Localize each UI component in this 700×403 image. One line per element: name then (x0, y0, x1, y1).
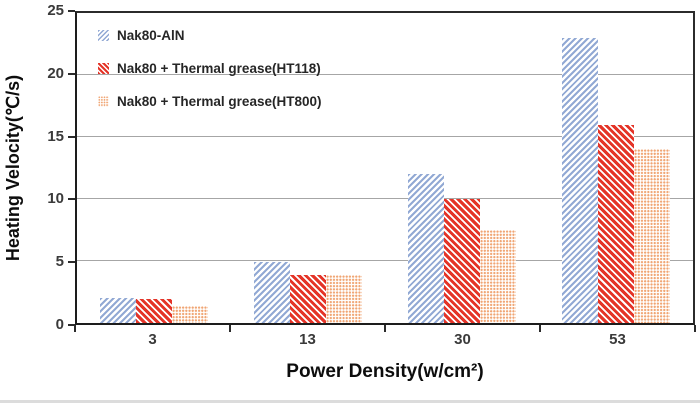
bar (562, 37, 598, 323)
bar-group (385, 13, 539, 323)
legend-swatch (98, 30, 109, 41)
y-tick-label: 10 (47, 190, 64, 208)
y-tick-label: 15 (47, 127, 64, 145)
legend-swatch (98, 96, 109, 107)
y-tick-mark (68, 10, 75, 12)
legend-row: Nak80 + Thermal grease(HT118) (98, 52, 321, 85)
x-category-label: 13 (299, 331, 316, 348)
bar (408, 174, 444, 323)
y-tick-label: 25 (47, 2, 64, 19)
y-tick-label: 20 (47, 64, 64, 82)
bar-group (231, 13, 385, 323)
legend-label: Nak80-AlN (117, 28, 185, 43)
legend-swatch (98, 63, 109, 74)
y-tick-mark (68, 324, 75, 326)
y-tick-mark (68, 261, 75, 264)
y-tick-mark (68, 72, 75, 75)
x-tick-mark (694, 325, 696, 332)
bar (326, 274, 362, 323)
legend-label: Nak80 + Thermal grease(HT118) (117, 61, 321, 76)
bar (254, 262, 290, 323)
x-tick-mark (229, 325, 231, 332)
bar-group (539, 13, 693, 323)
gridline (77, 198, 693, 199)
x-axis-title: Power Density(w/cm²) (286, 361, 484, 382)
y-axis-title: Heating Velocity(℃/s) (3, 74, 23, 262)
bar (100, 298, 136, 323)
bar (290, 274, 326, 323)
y-tick-label: 5 (55, 253, 64, 271)
bar-group (77, 13, 231, 323)
plot-area: Nak80-AlN Nak80 + Thermal grease(HT118) Na… (75, 11, 695, 325)
y-tick-mark (68, 135, 75, 138)
legend-label: Nak80 + Thermal grease(HT800) (117, 94, 322, 109)
bar (172, 305, 208, 323)
x-category-label: 3 (148, 331, 157, 348)
bar (480, 230, 516, 323)
x-category-label: 30 (454, 331, 471, 348)
bar (136, 299, 172, 323)
bar (598, 124, 634, 323)
y-tick-mark (68, 198, 75, 201)
gridline (77, 260, 693, 261)
bar (444, 199, 480, 323)
x-tick-mark (539, 325, 541, 332)
gridline (77, 136, 693, 137)
y-tick-label: 0 (55, 316, 64, 333)
gridline (77, 74, 693, 75)
x-tick-mark (74, 325, 76, 332)
legend: Nak80-AlN Nak80 + Thermal grease(HT118) Na… (98, 19, 321, 118)
legend-row: Nak80 + Thermal grease(HT800) (98, 85, 321, 118)
figure-bottom-edge (0, 400, 700, 403)
x-category-label: 53 (609, 331, 626, 348)
bar (634, 149, 670, 323)
x-tick-mark (384, 325, 386, 332)
legend-row: Nak80-AlN (98, 19, 321, 52)
